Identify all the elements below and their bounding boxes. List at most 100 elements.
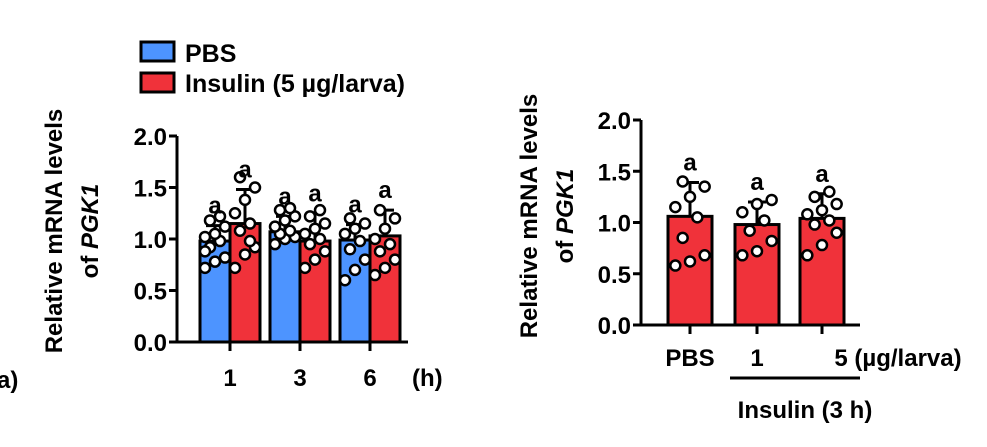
left-x-unit: (h): [412, 365, 443, 392]
data-point: [378, 261, 392, 275]
x-tick-label: PBS: [665, 345, 714, 372]
data-point: [233, 224, 247, 238]
data-point: [238, 193, 252, 207]
data-point: [358, 217, 372, 230]
significance-letter: a: [378, 177, 392, 204]
data-point: [348, 222, 362, 235]
data-point: [736, 249, 749, 262]
data-point: [198, 230, 212, 244]
data-point: [278, 214, 292, 227]
legend: PBS Insulin (5 µg/larva): [139, 40, 405, 98]
y-tick-label: 2.0: [134, 124, 167, 151]
data-point: [243, 234, 257, 248]
data-point: [208, 227, 222, 241]
left-ylabel-line2: of PGK1: [77, 184, 104, 279]
right-ylabel-line2: of PGK1: [552, 169, 579, 264]
data-point: [808, 190, 821, 204]
data-point: [353, 234, 367, 248]
data-point: [283, 201, 297, 215]
data-point: [808, 218, 821, 231]
x-tick-label: 1: [223, 365, 236, 392]
data-point: [368, 232, 382, 246]
data-point: [383, 237, 397, 251]
data-point: [669, 200, 682, 214]
data-point: [388, 212, 402, 225]
data-point: [338, 273, 352, 287]
data-point: [743, 224, 756, 237]
data-point: [238, 248, 252, 261]
legend-label-insulin: Insulin (5 µg/larva): [185, 70, 405, 98]
left-ylabel-line1: Relative mRNA levels: [41, 109, 68, 354]
data-point: [801, 208, 814, 221]
data-point: [343, 243, 357, 256]
data-point: [683, 255, 697, 268]
data-point: [243, 217, 257, 230]
data-point: [691, 211, 704, 224]
data-point: [750, 244, 764, 258]
data-point: [228, 261, 242, 275]
right-marks: aa a: [666, 150, 846, 327]
legend-label-pbs: PBS: [185, 40, 236, 68]
data-point: [373, 245, 387, 258]
significance-letter: a: [815, 161, 829, 188]
y-tick-label: 0.5: [598, 262, 631, 289]
data-point: [228, 207, 242, 220]
x-tick-label: 6: [363, 365, 376, 392]
data-point: [676, 231, 689, 245]
data-point: [318, 245, 332, 258]
insulin-group-label: Insulin (3 h): [738, 397, 873, 424]
data-point: [308, 253, 322, 266]
y-tick-label: 0.5: [134, 279, 167, 306]
left-marks: aaa a aa: [198, 157, 402, 344]
chart-left: Relative mRNA levels of PGK1 PBS Insulin…: [41, 40, 443, 392]
x-tick-label: 1: [750, 345, 763, 372]
data-point: [213, 210, 227, 223]
data-point: [298, 227, 312, 241]
data-point: [348, 263, 362, 277]
data-point: [765, 234, 778, 248]
data-point: [388, 253, 402, 266]
x-tick-label: 3: [293, 365, 306, 392]
y-tick-label: 1.5: [134, 176, 167, 203]
data-point: [676, 175, 689, 188]
data-point: [313, 232, 327, 246]
data-point: [233, 170, 247, 184]
data-point: [283, 224, 297, 238]
data-point: [303, 210, 317, 223]
data-point: [318, 217, 332, 230]
data-point: [298, 261, 312, 275]
data-point: [338, 227, 352, 241]
chart-right: Relative mRNA levels of PGK1 0.0 0.5 1.0 1.…: [516, 94, 962, 424]
y-tick-label: 1.0: [134, 227, 167, 254]
data-point: [750, 197, 764, 211]
data-point: [736, 206, 749, 219]
data-point: [268, 220, 282, 233]
data-point: [378, 222, 392, 235]
data-point: [208, 255, 222, 268]
data-point: [268, 237, 282, 251]
data-point: [765, 193, 778, 207]
data-point: [203, 214, 217, 227]
significance-letter: a: [750, 169, 764, 196]
data-point: [198, 245, 212, 258]
legend-swatch-pbs: [139, 40, 176, 63]
data-point: [758, 214, 771, 227]
data-point: [683, 190, 697, 204]
data-point: [801, 249, 814, 262]
data-point: [248, 181, 262, 194]
significance-letter: a: [238, 157, 252, 184]
data-point: [313, 203, 327, 217]
data-point: [823, 185, 836, 198]
y-tick-label: 2.0: [598, 108, 631, 135]
data-point: [373, 203, 387, 217]
data-point: [815, 238, 829, 252]
x-tick-label: 5 (µg/larva): [834, 345, 961, 372]
left-edge-fragment: a): [0, 367, 18, 394]
significance-letter: a: [278, 183, 292, 210]
right-ylabel-line1: Relative mRNA levels: [516, 94, 543, 339]
significance-letter: a: [208, 193, 222, 220]
data-point: [308, 222, 322, 235]
data-point: [823, 214, 836, 227]
left-axes: 0.0 0.5 1.0 1.5 2.0 1 3 6: [134, 124, 408, 392]
